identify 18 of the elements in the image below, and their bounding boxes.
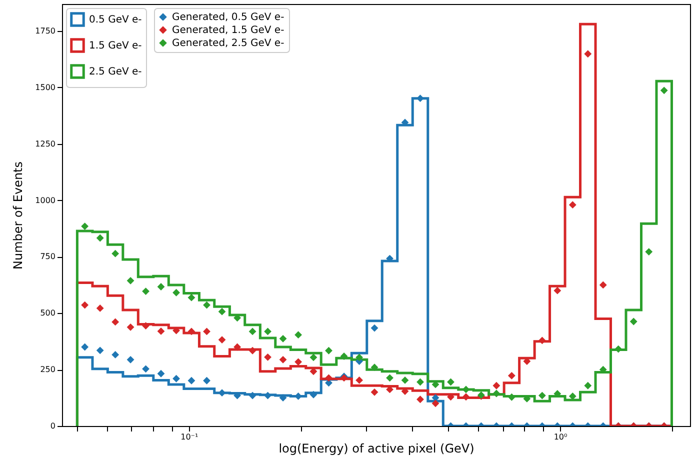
legend-label: 2.5 GeV e- [89,66,142,78]
y-tick-label: 500 [40,308,56,318]
x-tick-label: 10⁰ [554,432,568,442]
legend-label: 1.5 GeV e- [89,40,142,52]
y-tick-label: 1000 [35,196,56,205]
legend-label: Generated, 2.5 GeV e- [172,38,285,49]
y-tick-label: 1250 [35,139,56,148]
legend-label: 0.5 GeV e- [89,14,142,26]
legend-label: Generated, 0.5 GeV e- [172,12,285,23]
y-axis-title: Number of Events [11,161,26,270]
x-tick-label: 10⁻¹ [180,432,198,442]
y-tick-label: 250 [40,365,56,374]
legend-label: Generated, 1.5 GeV e- [172,25,285,36]
y-tick-label: 1750 [35,26,56,36]
y-tick-label: 750 [40,252,56,262]
y-tick-label: 1500 [35,82,56,92]
y-tick-label: 0 [50,422,56,430]
x-axis-title: log(Energy) of active pixel (GeV) [278,442,474,456]
